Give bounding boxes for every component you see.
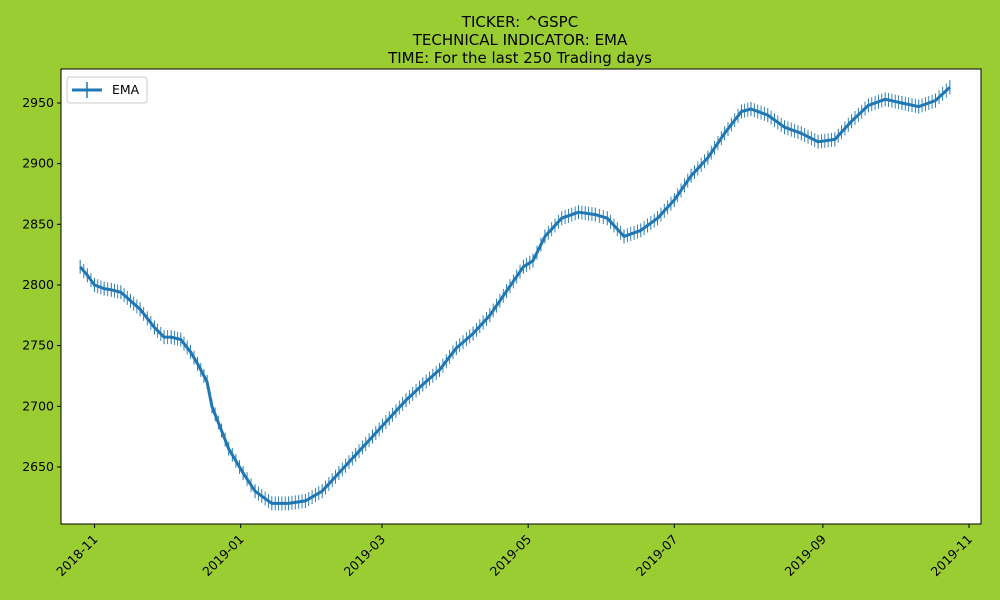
chart-title-line-2: TECHNICAL INDICATOR: EMA <box>412 31 628 49</box>
y-tick-label: 2900 <box>22 156 54 171</box>
y-tick-label: 2800 <box>22 277 54 292</box>
series-layer <box>79 80 951 511</box>
chart-title: TICKER: ^GSPC TECHNICAL INDICATOR: EMA T… <box>387 13 652 67</box>
x-tick-label: 2019-07 <box>633 532 681 580</box>
x-axis: 2018-11 2019-01 2019-03 2019-05 2019-07 2019-… <box>53 524 975 579</box>
chart-title-line-1: TICKER: ^GSPC <box>461 13 578 31</box>
y-tick-label: 2750 <box>22 338 54 353</box>
chart-title-line-3: TIME: For the last 250 Trading days <box>387 49 652 67</box>
x-tick-label: 2019-05 <box>487 532 535 580</box>
x-tick-label: 2018-11 <box>53 532 101 580</box>
legend-label-ema: EMA <box>112 82 140 97</box>
y-tick-label: 2650 <box>22 459 54 474</box>
x-tick-label: 2019-11 <box>928 532 976 580</box>
y-tick-label: 2700 <box>22 398 54 413</box>
x-tick-label: 2019-03 <box>341 532 389 580</box>
y-tick-label: 2850 <box>22 216 54 231</box>
y-axis: 2650 2700 2750 2800 2850 2900 2950 <box>22 95 61 474</box>
plot-area <box>60 68 982 525</box>
legend: EMA <box>66 76 148 104</box>
y-tick-label: 2950 <box>22 95 54 110</box>
x-tick-label: 2019-01 <box>199 532 247 580</box>
x-tick-label: 2019-09 <box>781 531 829 579</box>
